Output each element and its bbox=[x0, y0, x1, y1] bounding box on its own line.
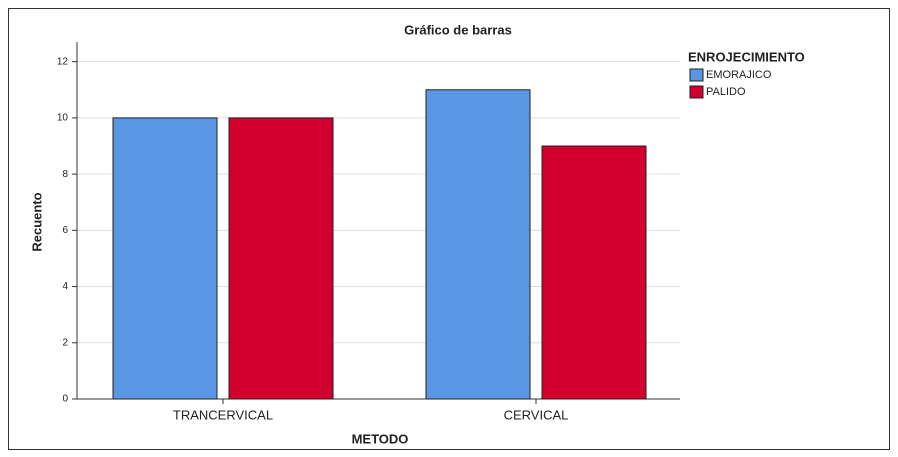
legend-label: EMORAJICO bbox=[706, 69, 772, 81]
y-tick-label: 4 bbox=[62, 281, 68, 292]
y-axis-label: Recuento bbox=[29, 192, 44, 251]
y-tick-label: 8 bbox=[62, 169, 68, 180]
bar bbox=[541, 145, 647, 400]
bar bbox=[228, 117, 334, 400]
legend-title: ENROJECIMIENTO bbox=[688, 49, 805, 64]
legend-swatch bbox=[689, 85, 704, 99]
y-tick-label: 6 bbox=[62, 225, 68, 236]
x-tick-label: TRANCERVICAL bbox=[173, 407, 273, 422]
bar bbox=[112, 117, 218, 400]
x-axis-label: METODO bbox=[352, 431, 409, 446]
y-tick-label: 2 bbox=[62, 337, 68, 348]
legend-swatch bbox=[689, 68, 704, 82]
chart-title: Gráfico de barras bbox=[404, 22, 512, 37]
y-tick-label: 10 bbox=[57, 113, 69, 124]
x-tick-label: CERVICAL bbox=[504, 407, 569, 422]
y-tick-label: 12 bbox=[57, 56, 69, 67]
y-tick-label: 0 bbox=[62, 394, 68, 405]
legend-label: PALIDO bbox=[706, 86, 746, 98]
bar bbox=[425, 89, 531, 400]
